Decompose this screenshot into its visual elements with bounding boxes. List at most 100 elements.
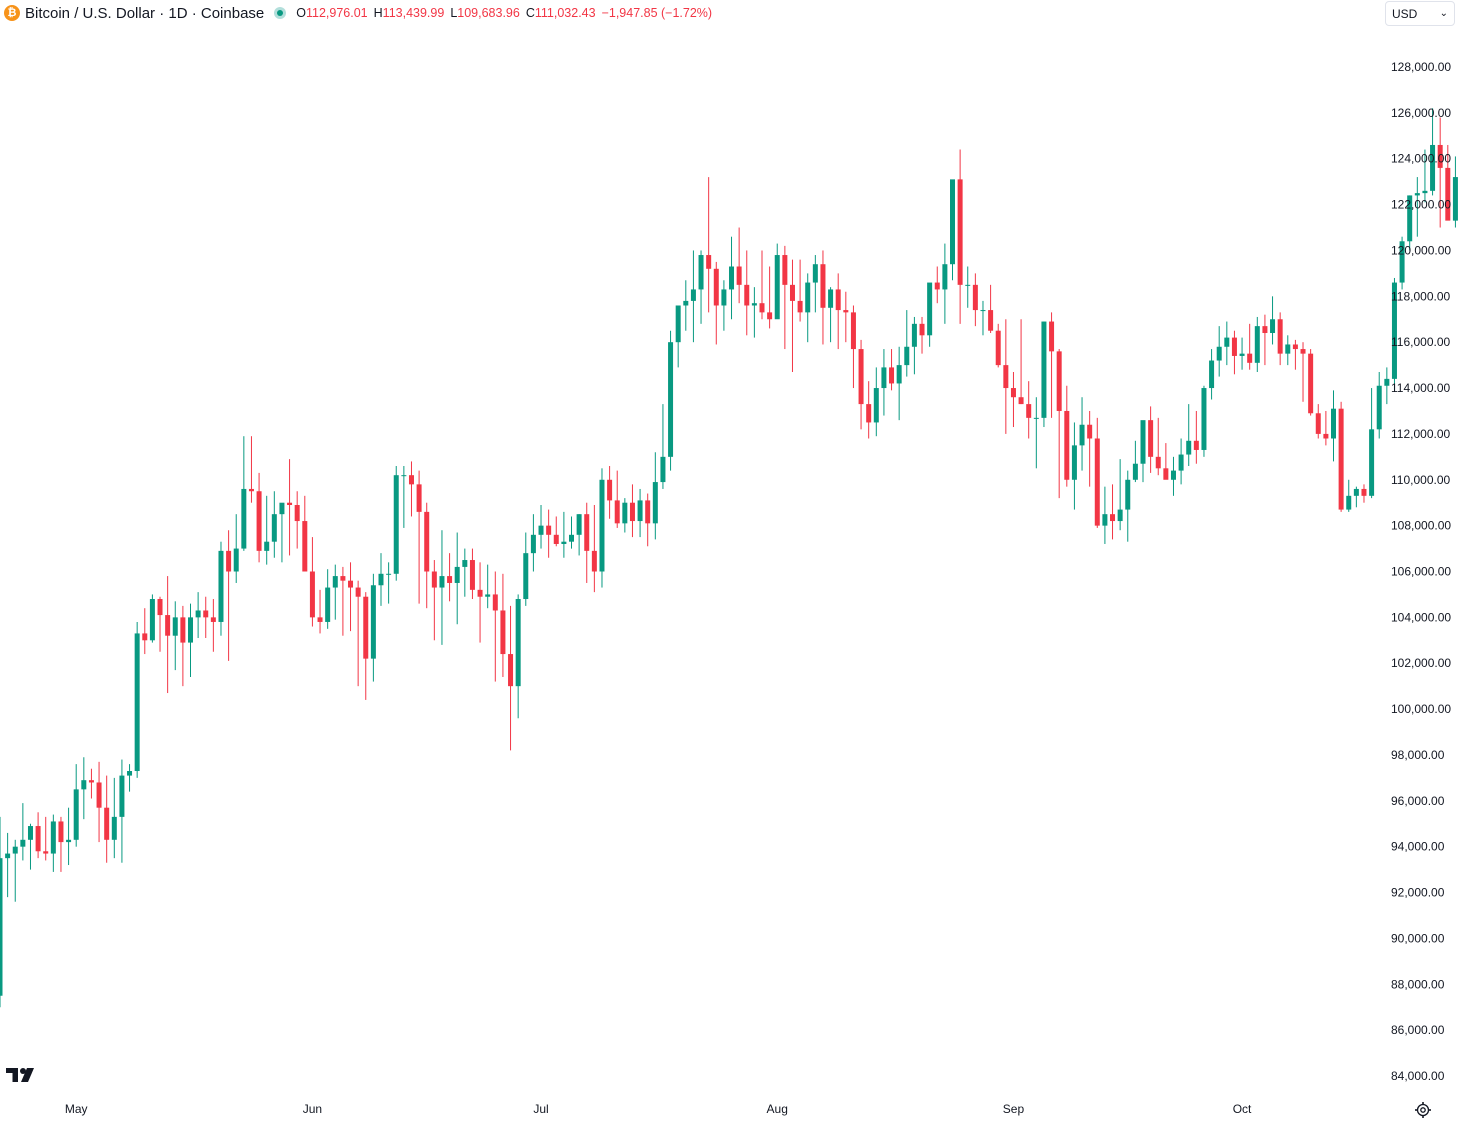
candle — [1239, 337, 1245, 370]
tradingview-logo-icon[interactable] — [6, 1067, 38, 1083]
candle — [492, 571, 498, 682]
candle-body — [149, 599, 155, 641]
candle-body — [1132, 463, 1138, 480]
candle-body — [1140, 420, 1146, 464]
candle-body — [12, 846, 18, 854]
candle — [637, 488, 643, 538]
candle — [386, 562, 392, 604]
currency-selector[interactable]: USD ⌄ — [1385, 1, 1455, 26]
candle — [180, 605, 186, 687]
candle — [576, 514, 582, 556]
price-tick-label: 102,000.00 — [1391, 656, 1451, 670]
candle — [530, 514, 536, 572]
candle-body — [1079, 424, 1085, 446]
symbol-title[interactable]: Bitcoin / U.S. Dollar · 1D · Coinbase — [25, 4, 265, 22]
candle-body — [172, 617, 178, 636]
candle-body — [424, 511, 430, 572]
candle-body — [1018, 397, 1024, 405]
candle-body — [980, 310, 986, 312]
price-tick-label: 116,000.00 — [1391, 335, 1450, 349]
candle — [629, 484, 635, 538]
candle-body — [226, 550, 232, 572]
candle-body — [736, 266, 742, 285]
candle — [1071, 422, 1077, 510]
candle-body — [599, 479, 605, 572]
candle — [1163, 443, 1169, 480]
candle-body — [66, 839, 72, 843]
candle-body — [188, 617, 193, 643]
candle-body — [393, 475, 399, 574]
candle — [203, 596, 209, 639]
candle-body — [515, 599, 521, 687]
candle — [149, 594, 155, 643]
candle — [873, 367, 879, 437]
candle-body — [1201, 388, 1207, 450]
candle-body — [1331, 408, 1336, 439]
gear-icon[interactable] — [1414, 1101, 1432, 1119]
candle-body — [96, 782, 102, 808]
candle-body — [584, 514, 590, 551]
candle — [1437, 117, 1443, 228]
candle-body — [591, 550, 597, 572]
candle — [896, 346, 902, 421]
candle — [988, 284, 994, 334]
candle-body — [706, 255, 712, 269]
candle-body — [1369, 429, 1375, 496]
candle-body — [1216, 346, 1222, 361]
candle-body — [401, 475, 407, 477]
candle — [142, 608, 148, 655]
candle — [972, 273, 978, 327]
candle — [675, 305, 681, 368]
candle-body — [1430, 144, 1436, 191]
price-tick-label: 90,000.00 — [1391, 931, 1445, 945]
candle — [1407, 195, 1413, 251]
candle — [233, 514, 239, 583]
candle — [797, 259, 803, 322]
candle-body — [751, 303, 757, 306]
candle — [698, 250, 704, 324]
low-label: L — [450, 6, 458, 20]
candle — [1018, 319, 1024, 405]
candles-layer — [0, 108, 1458, 1008]
candle — [1224, 321, 1230, 366]
price-tick-label: 88,000.00 — [1391, 977, 1445, 991]
candle-body — [1125, 479, 1131, 510]
candle — [477, 562, 483, 643]
candle — [408, 461, 414, 517]
candle — [957, 149, 963, 324]
candle-body — [576, 514, 582, 535]
candle — [287, 459, 293, 556]
candle-body — [271, 514, 277, 542]
candle-body — [218, 550, 224, 622]
candle — [828, 287, 834, 343]
candle-body — [241, 488, 247, 549]
candle-body — [378, 573, 384, 586]
candle — [835, 273, 841, 350]
candle — [599, 468, 605, 588]
candle — [950, 179, 955, 281]
candle-body — [1445, 167, 1451, 221]
candle — [1056, 349, 1062, 499]
candle-body — [713, 268, 719, 306]
candle-body — [645, 500, 651, 524]
candle-body — [309, 571, 315, 618]
candle-body — [1399, 241, 1405, 283]
candle — [1376, 371, 1382, 439]
candle-body — [850, 312, 856, 350]
candle — [332, 564, 338, 620]
candle — [645, 493, 651, 547]
candle — [927, 282, 933, 347]
candle — [1331, 390, 1336, 462]
candle-body — [569, 534, 574, 542]
market-status-icon[interactable] — [274, 7, 287, 19]
price-tick-label: 86,000.00 — [1391, 1023, 1445, 1037]
candle-body — [485, 594, 491, 597]
candle — [188, 603, 193, 677]
candle-body — [134, 633, 140, 772]
candle-body — [637, 500, 643, 522]
candle-body — [523, 553, 529, 600]
candle-body — [386, 573, 392, 575]
candle-body — [1087, 424, 1093, 439]
candle-body — [233, 548, 239, 572]
